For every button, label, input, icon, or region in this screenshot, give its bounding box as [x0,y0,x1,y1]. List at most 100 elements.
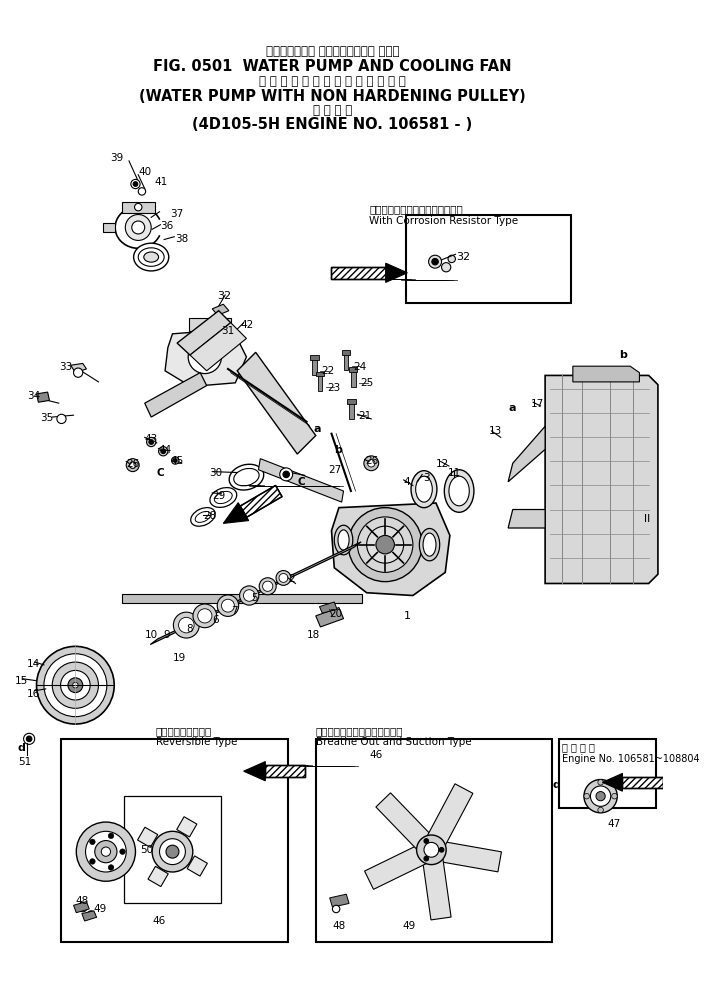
Text: 2: 2 [288,574,295,584]
Circle shape [61,671,90,700]
Circle shape [132,221,145,234]
Circle shape [417,835,446,865]
Circle shape [108,833,114,839]
Circle shape [279,574,288,582]
Polygon shape [177,817,197,837]
Ellipse shape [134,244,169,271]
Text: 18: 18 [306,629,320,639]
Text: 48: 48 [332,921,346,931]
Polygon shape [82,911,97,921]
Polygon shape [148,866,168,886]
Circle shape [424,856,429,861]
Circle shape [158,447,168,456]
Text: a: a [314,424,321,434]
Circle shape [152,832,193,872]
Circle shape [68,678,83,693]
Text: 50: 50 [140,845,153,855]
Polygon shape [376,793,432,850]
Text: 28: 28 [203,512,216,522]
Text: d: d [17,742,25,752]
Circle shape [24,733,34,744]
Text: b: b [334,445,342,455]
Bar [351,370,356,387]
Text: 24: 24 [353,362,366,372]
Circle shape [217,595,238,616]
Circle shape [85,832,126,872]
Circle shape [376,536,395,554]
Circle shape [348,508,422,582]
Text: 34: 34 [27,391,41,401]
Circle shape [172,457,179,464]
Text: 42: 42 [240,320,253,330]
Text: 20: 20 [329,609,343,619]
Circle shape [332,905,340,912]
Circle shape [37,646,115,724]
Circle shape [26,736,32,741]
Circle shape [584,794,589,799]
Circle shape [126,458,139,471]
Polygon shape [74,901,90,912]
Circle shape [166,845,179,858]
Text: d: d [553,780,561,790]
Text: 13: 13 [489,426,502,436]
Polygon shape [508,510,545,528]
Circle shape [367,526,404,563]
Polygon shape [332,504,450,595]
Circle shape [120,849,125,854]
Circle shape [276,571,291,585]
Circle shape [173,612,199,638]
Circle shape [198,609,212,623]
Text: 41: 41 [154,176,168,186]
Ellipse shape [229,464,263,490]
Circle shape [161,449,165,453]
Text: 46: 46 [152,916,165,926]
Circle shape [149,440,153,444]
Ellipse shape [214,491,232,504]
Bar [125,797,221,902]
Bar [62,739,288,943]
Bar [310,355,319,359]
Circle shape [611,794,617,799]
Bar [342,350,350,355]
Circle shape [596,792,605,801]
Ellipse shape [334,526,353,555]
Bar [344,353,348,370]
Bar [349,368,357,372]
Ellipse shape [411,470,437,508]
Text: 25: 25 [360,379,374,389]
Polygon shape [137,827,158,848]
Text: 12: 12 [436,458,449,468]
Circle shape [280,468,293,481]
Text: 39: 39 [110,153,124,163]
Text: Breathe Out and Suction Type: Breathe Out and Suction Type [316,737,471,747]
Circle shape [429,255,442,268]
Circle shape [133,181,137,186]
Circle shape [138,187,145,195]
Circle shape [72,683,78,688]
Text: 49: 49 [402,921,416,931]
Text: ll: ll [644,515,650,524]
Polygon shape [145,373,207,417]
Polygon shape [573,367,639,382]
Polygon shape [508,426,545,481]
Text: 8: 8 [186,624,193,634]
Circle shape [108,865,114,870]
Text: 適 用 号 機: 適 用 号 機 [562,742,594,752]
Text: C: C [297,477,305,487]
Polygon shape [212,304,229,315]
Text: 51: 51 [18,757,32,767]
Circle shape [598,779,604,785]
Circle shape [439,848,444,852]
Polygon shape [187,856,208,876]
Polygon shape [122,594,362,603]
Text: 3: 3 [423,472,430,482]
Circle shape [125,214,151,241]
Text: 32: 32 [456,253,470,263]
Bar [407,215,571,303]
Circle shape [130,462,136,468]
Text: With Corrosion Resistor Type: With Corrosion Resistor Type [369,217,518,227]
Circle shape [259,578,276,595]
Text: C: C [157,468,165,478]
Circle shape [95,841,117,863]
Bar [349,402,354,419]
